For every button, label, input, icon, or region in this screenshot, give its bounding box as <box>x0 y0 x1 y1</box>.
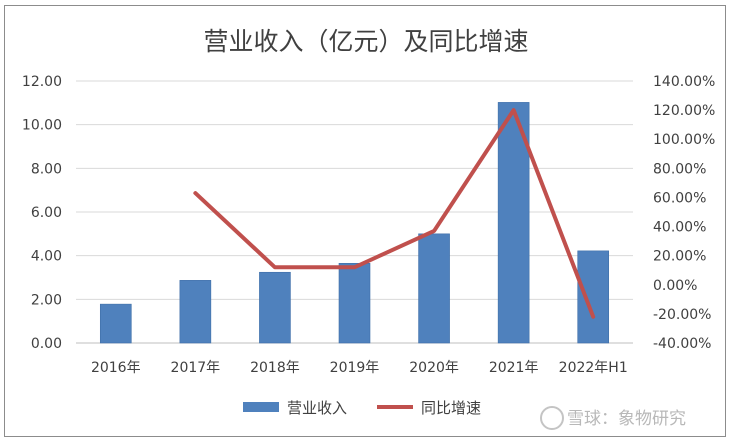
watermark: 雪球：象物研究 <box>540 406 686 430</box>
x-axis-ticks: 2016年 2017年 2018年 2019年 2020年 2021年 2022年H1 <box>91 360 628 376</box>
x-tick-label: 2018年 <box>250 360 300 376</box>
left-tick-label: 0.00 <box>31 336 62 352</box>
x-tick-label: 2022年H1 <box>559 360 628 376</box>
left-tick-label: 10.00 <box>22 118 62 134</box>
bar-series <box>99 102 610 344</box>
line-series <box>193 108 596 319</box>
right-tick-label: -40.00% <box>653 336 711 352</box>
right-tick-label: 140.00% <box>653 74 715 90</box>
legend-label-growth: 同比增速 <box>421 399 481 417</box>
x-tick-label: 2017年 <box>171 360 221 376</box>
bar-revenue <box>259 271 291 344</box>
left-tick-label: 6.00 <box>31 205 62 221</box>
right-axis-ticks: -40.00% -20.00% 0.00% 20.00% 40.00% 60.00% 80.… <box>653 74 715 352</box>
x-tick-label: 2020年 <box>409 360 459 376</box>
chart-frame: 营业收入（亿元）及同比增速 0.00 2.00 4.00 6.00 8.00 10.00 1… <box>4 5 726 437</box>
legend: 营业收入 同比增速 <box>243 399 481 417</box>
x-tick-label: 2021年 <box>489 360 539 376</box>
watermark-text: 雪球：象物研究 <box>567 409 686 429</box>
bar-revenue <box>338 263 371 344</box>
left-tick-label: 4.00 <box>31 249 62 265</box>
x-tick-label: 2019年 <box>330 360 380 376</box>
right-tick-label: 80.00% <box>653 161 706 177</box>
legend-swatch-revenue <box>243 402 279 412</box>
legend-label-revenue: 营业收入 <box>287 399 347 417</box>
chart-title: 营业收入（亿元）及同比增速 <box>203 27 528 56</box>
bar-revenue <box>418 233 450 344</box>
left-tick-label: 8.00 <box>31 161 62 177</box>
right-tick-label: 120.00% <box>653 103 715 119</box>
bar-revenue <box>179 280 212 344</box>
left-tick-label: 12.00 <box>22 74 62 90</box>
revenue-chart: 营业收入（亿元）及同比增速 0.00 2.00 4.00 6.00 8.00 10.00 1… <box>22 27 715 430</box>
right-tick-label: 0.00% <box>653 278 697 294</box>
bar-revenue <box>99 303 132 344</box>
right-tick-label: 100.00% <box>653 132 715 148</box>
right-tick-label: -20.00% <box>653 307 711 323</box>
x-tick-label: 2016年 <box>91 360 141 376</box>
right-tick-label: 20.00% <box>653 249 706 265</box>
right-tick-label: 40.00% <box>653 220 706 236</box>
right-tick-label: 60.00% <box>653 190 706 206</box>
grid-lines <box>76 80 633 344</box>
bar-revenue <box>577 250 610 344</box>
line-growth <box>193 108 596 319</box>
snowball-logo-icon <box>540 406 564 430</box>
left-axis-ticks: 0.00 2.00 4.00 6.00 8.00 10.00 12.00 <box>22 74 62 352</box>
left-tick-label: 2.00 <box>31 292 62 308</box>
